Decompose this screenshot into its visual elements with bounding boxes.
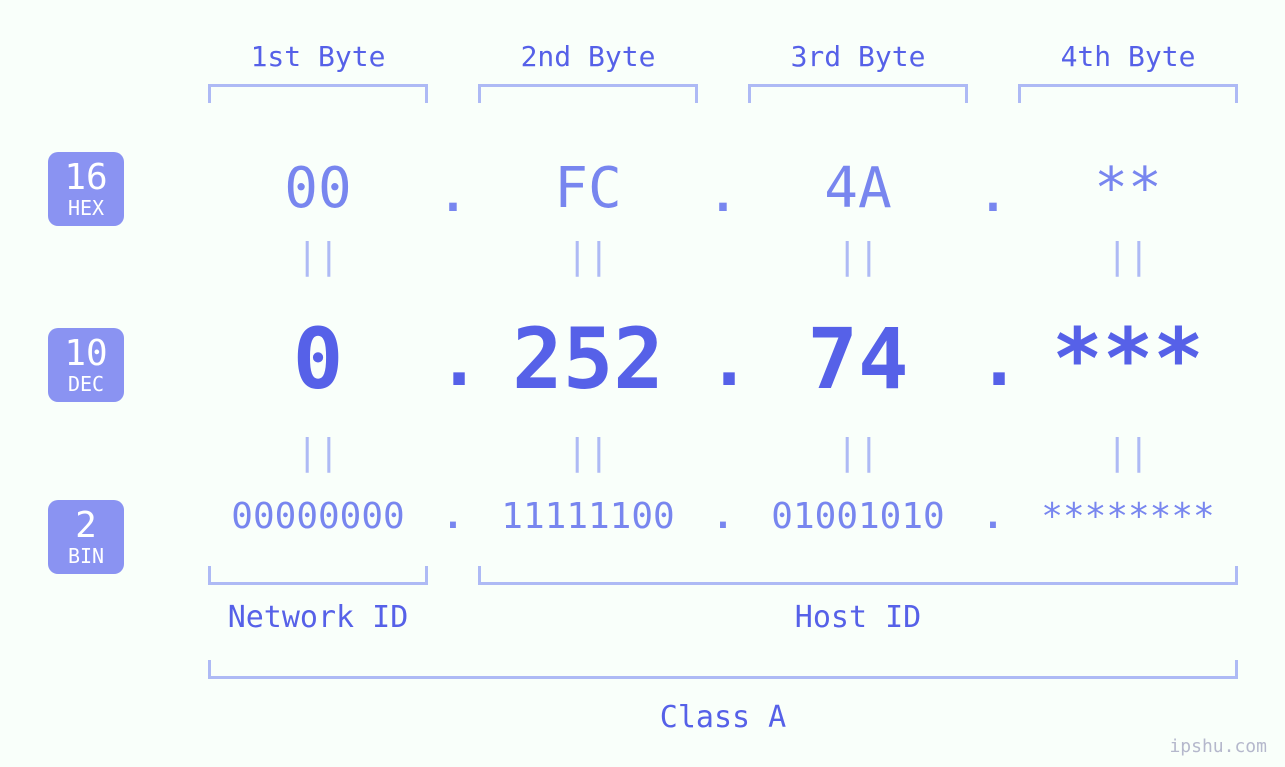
bin-val-1: 00000000 [208,496,428,537]
eq1-col3: || [748,236,968,277]
label-network-id: Network ID [208,600,428,635]
bin-val-4: ******** [1018,496,1238,537]
dot-dec-1: . [438,320,468,402]
byte-col-3: 3rd Byte 4A || 74 || 01001010 [748,0,968,767]
dec-val-3: 74 [748,310,968,408]
dot-bin-2: . [708,496,738,537]
byte-col-1: 1st Byte 00 || 0 || 00000000 [208,0,428,767]
hex-val-1: 00 [208,156,428,221]
top-bracket-2 [478,84,698,103]
dot-hex-1: . [438,168,468,222]
badge-hex-name: HEX [48,198,124,218]
eq2-col4: || [1018,432,1238,473]
dec-val-2: 252 [478,310,698,408]
top-bracket-3 [748,84,968,103]
byte-col-2: 2nd Byte FC || 252 || 11111100 [478,0,698,767]
eq1-col4: || [1018,236,1238,277]
dot-hex-3: . [978,168,1008,222]
eq1-col1: || [208,236,428,277]
hex-val-2: FC [478,156,698,221]
dot-dec-2: . [708,320,738,402]
dot-hex-2: . [708,168,738,222]
byte-label-4: 4th Byte [1018,40,1238,73]
eq1-col2: || [478,236,698,277]
bin-val-3: 01001010 [748,496,968,537]
dot-bin-1: . [438,496,468,537]
badge-hex-base: 16 [48,160,124,196]
watermark: ipshu.com [1169,736,1267,757]
bracket-host-id [478,566,1238,585]
hex-val-3: 4A [748,156,968,221]
top-bracket-4 [1018,84,1238,103]
badge-dec: 10 DEC [48,328,124,402]
label-host-id: Host ID [478,600,1238,635]
badge-dec-base: 10 [48,336,124,372]
dot-dec-3: . [978,320,1008,402]
eq2-col3: || [748,432,968,473]
byte-col-4: 4th Byte ** || *** || ******** [1018,0,1238,767]
eq2-col1: || [208,432,428,473]
byte-label-2: 2nd Byte [478,40,698,73]
dec-val-4: *** [1018,310,1238,408]
hex-val-4: ** [1018,156,1238,221]
dot-bin-3: . [978,496,1008,537]
bin-val-2: 11111100 [478,496,698,537]
eq2-col2: || [478,432,698,473]
bracket-network-id [208,566,428,585]
byte-label-3: 3rd Byte [748,40,968,73]
badge-bin-name: BIN [48,546,124,566]
byte-label-1: 1st Byte [208,40,428,73]
dec-val-1: 0 [208,310,428,408]
badge-bin-base: 2 [48,508,124,544]
badge-hex: 16 HEX [48,152,124,226]
ip-bytes-diagram: 16 HEX 10 DEC 2 BIN 1st Byte 00 || 0 || … [0,0,1285,767]
bracket-class [208,660,1238,679]
badge-dec-name: DEC [48,374,124,394]
label-class: Class A [208,700,1238,735]
badge-bin: 2 BIN [48,500,124,574]
top-bracket-1 [208,84,428,103]
